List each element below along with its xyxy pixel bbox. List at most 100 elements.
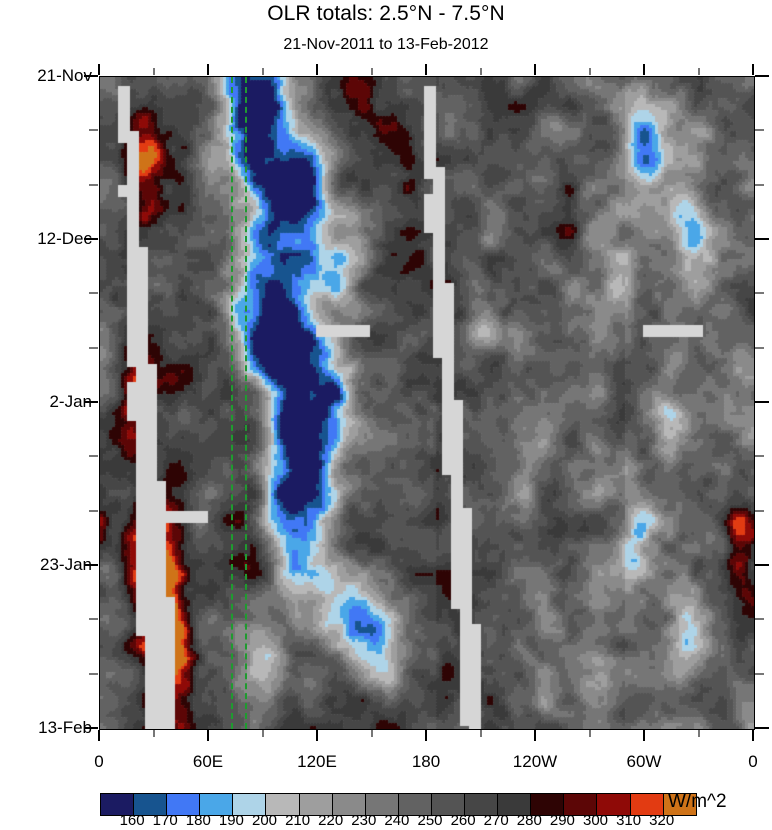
y-axis-label: 13-Feb: [38, 718, 92, 737]
x-tick-major: [316, 730, 318, 741]
y-axis-label: 23-Jan: [40, 555, 92, 574]
y-tick-minor-right: [755, 292, 764, 295]
y-axis-labels: 21-Nov 12-Dec 2-Jan 23-Jan 13-Feb: [0, 0, 92, 830]
colorbar-swatch: [596, 794, 630, 815]
x-tick-major-top: [98, 64, 100, 75]
y-tick-minor-right: [755, 183, 764, 186]
x-tick-major: [98, 730, 100, 741]
y-tick-minor: [89, 509, 98, 512]
colorbar-tick: 300: [582, 812, 609, 829]
colorbar-tick: 210: [285, 812, 311, 829]
y-tick-major-right: [755, 238, 769, 240]
x-tick-major-top: [316, 64, 318, 75]
colorbar-unit-label: W/m^2: [668, 791, 727, 812]
y-tick-minor: [89, 618, 98, 621]
x-tick-minor-top: [152, 68, 155, 75]
x-tick-minor-top: [479, 68, 482, 75]
colorbar-swatch: [629, 794, 663, 815]
colorbar-tick: 190: [218, 812, 244, 829]
y-axis-label: 2-Jan: [49, 392, 92, 411]
y-tick-minor-right: [755, 509, 764, 512]
x-tick-minor: [479, 730, 482, 737]
colorbar-swatch: [199, 794, 233, 815]
olr-field-heatmap: [100, 77, 754, 729]
colorbar-tick: 200: [251, 812, 278, 829]
colorbar-tick: 280: [516, 812, 542, 829]
y-axis-label: 21-Nov: [37, 66, 92, 85]
y-tick-major-right: [755, 401, 769, 403]
colorbar-tick: 180: [185, 812, 211, 829]
colorbar-tick-labels: 160 170 180 190 200 210 220 230 240 250 260 270 280 2…: [0, 812, 772, 830]
x-tick-minor: [261, 730, 264, 737]
reference-vline: [230, 77, 233, 729]
x-tick-minor: [697, 730, 700, 737]
x-axis-label: 180: [411, 752, 441, 771]
colorbar-swatch: [364, 794, 398, 815]
colorbar-swatch: [232, 794, 266, 815]
x-tick-major: [207, 730, 209, 741]
x-tick-major: [643, 730, 645, 741]
y-tick-minor-right: [755, 129, 764, 132]
y-tick-minor: [89, 292, 98, 295]
x-axis-label: 120W: [512, 752, 558, 771]
x-axis-label: 0: [94, 752, 104, 771]
y-tick-minor-right: [755, 618, 764, 621]
colorbar-tick: 220: [318, 812, 344, 829]
y-tick-major: [84, 727, 98, 729]
y-tick-major-right: [755, 564, 769, 566]
colorbar-swatch: [331, 794, 365, 815]
y-tick-major: [84, 238, 98, 240]
colorbar-swatch: [101, 794, 134, 815]
colorbar-swatch: [298, 794, 332, 815]
colorbar-swatch: [166, 794, 200, 815]
colorbar-tick: 310: [616, 812, 642, 829]
y-tick-minor: [89, 672, 98, 675]
colorbar-swatch: [563, 794, 597, 815]
hovmoller-plot-area: [99, 76, 755, 730]
x-tick-major: [425, 730, 427, 741]
x-tick-minor-top: [588, 68, 591, 75]
colorbar-swatch: [662, 794, 696, 815]
x-tick-major: [534, 730, 536, 741]
colorbar-tick: 160: [119, 812, 145, 829]
x-axis-label: 0: [748, 752, 758, 771]
colorbar-swatch: [133, 794, 167, 815]
colorbar-tick: 170: [152, 812, 178, 829]
x-tick-minor-top: [370, 68, 373, 75]
colorbar-tick: 260: [450, 812, 476, 829]
x-tick-minor-top: [697, 68, 700, 75]
colorbar-swatch: [464, 794, 498, 815]
x-axis-label: 60W: [626, 752, 662, 771]
x-tick-major-top: [534, 64, 536, 75]
y-tick-minor: [89, 129, 98, 132]
y-tick-minor-right: [755, 346, 764, 349]
y-tick-minor-right: [755, 672, 764, 675]
x-tick-major-top: [643, 64, 645, 75]
colorbar-tick: 230: [351, 812, 377, 829]
x-axis-label: 120E: [297, 752, 337, 771]
x-tick-minor: [152, 730, 155, 737]
colorbar-swatch: [430, 794, 465, 815]
colorbar: [100, 793, 697, 816]
colorbar-tick: 290: [549, 812, 575, 829]
y-tick-minor: [89, 183, 98, 186]
colorbar-tick: 250: [417, 812, 443, 829]
y-tick-minor: [89, 455, 98, 458]
x-tick-major-top: [752, 64, 754, 75]
reference-vline: [245, 77, 248, 729]
y-tick-major: [84, 564, 98, 566]
y-tick-major: [84, 75, 98, 77]
y-tick-minor-right: [755, 455, 764, 458]
y-tick-major-right: [755, 75, 769, 77]
colorbar-swatch: [530, 794, 564, 815]
y-tick-major-right: [755, 727, 769, 729]
x-axis-label: 60E: [192, 752, 224, 771]
x-tick-major-top: [425, 64, 427, 75]
colorbar-tick: 270: [483, 812, 509, 829]
x-tick-major-top: [207, 64, 209, 75]
x-tick-minor-top: [261, 68, 264, 75]
x-tick-major: [752, 730, 754, 741]
page-title: OLR totals: 2.5°N - 7.5°N: [267, 2, 505, 25]
y-tick-major: [84, 401, 98, 403]
y-axis-label: 12-Dec: [37, 229, 92, 248]
